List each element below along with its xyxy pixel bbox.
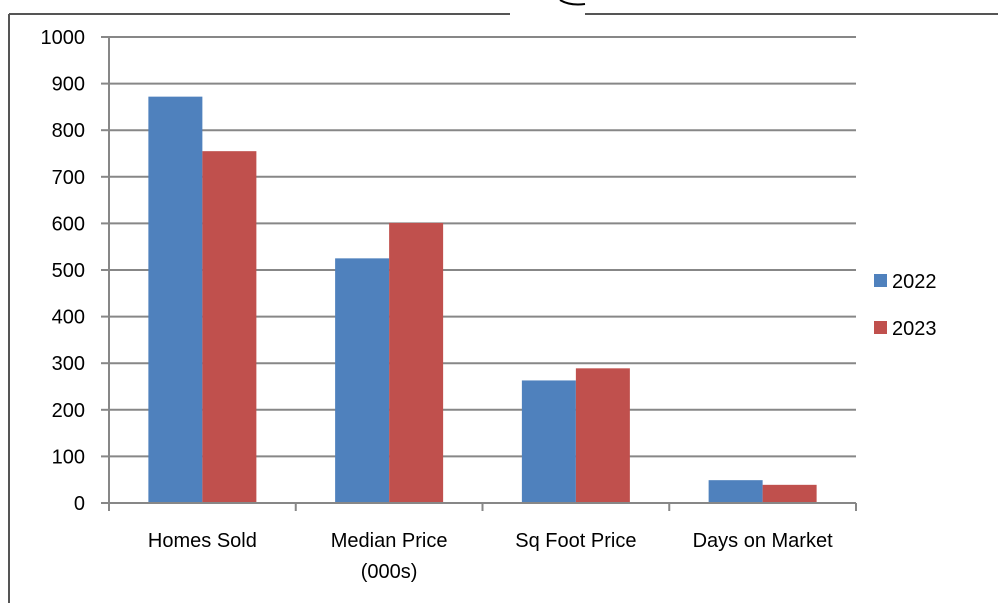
y-tick-label: 300 [52,353,85,375]
bar-2022-2 [335,258,390,503]
y-tick-label: 400 [52,307,85,329]
bar-2023-3 [575,368,630,503]
legend-swatch-2023 [874,321,887,334]
y-tick-label: 100 [52,446,85,468]
y-tick-labels: 0 100 200 300 400 500 600 700 800 900 1000 [41,27,86,515]
legend-swatch-2022 [874,274,887,287]
bar-2023-2 [389,222,444,503]
y-tick-label: 200 [52,400,85,422]
bar-2022-4 [708,480,763,503]
x-category-label: Days on Market [693,530,833,552]
x-category-label: Median Price (000s) [331,530,448,583]
y-tick-label: 500 [52,260,85,282]
title-fragment [559,0,586,6]
y-tick-label: 900 [52,74,85,96]
x-category-labels: Homes Sold Median Price (000s) Sq Foot Pric… [148,530,833,583]
y-tick-label: 700 [52,167,85,189]
axes [101,36,857,511]
y-tick-label: 800 [52,120,85,142]
y-tick-label: 1000 [41,27,86,49]
bar-2022-1 [148,96,203,503]
legend: 2022 2023 [874,271,937,340]
bar-2023-4 [762,484,817,503]
legend-label-2022: 2022 [892,271,937,293]
bar-2023-1 [202,151,257,504]
bar-2022-3 [521,380,576,503]
legend-label-2023: 2023 [892,318,937,340]
x-category-label: Sq Foot Price [515,530,636,552]
y-tick-label: 600 [52,213,85,235]
x-category-label: Homes Sold [148,530,257,552]
y-tick-label: 0 [74,493,85,515]
bars [148,96,817,504]
